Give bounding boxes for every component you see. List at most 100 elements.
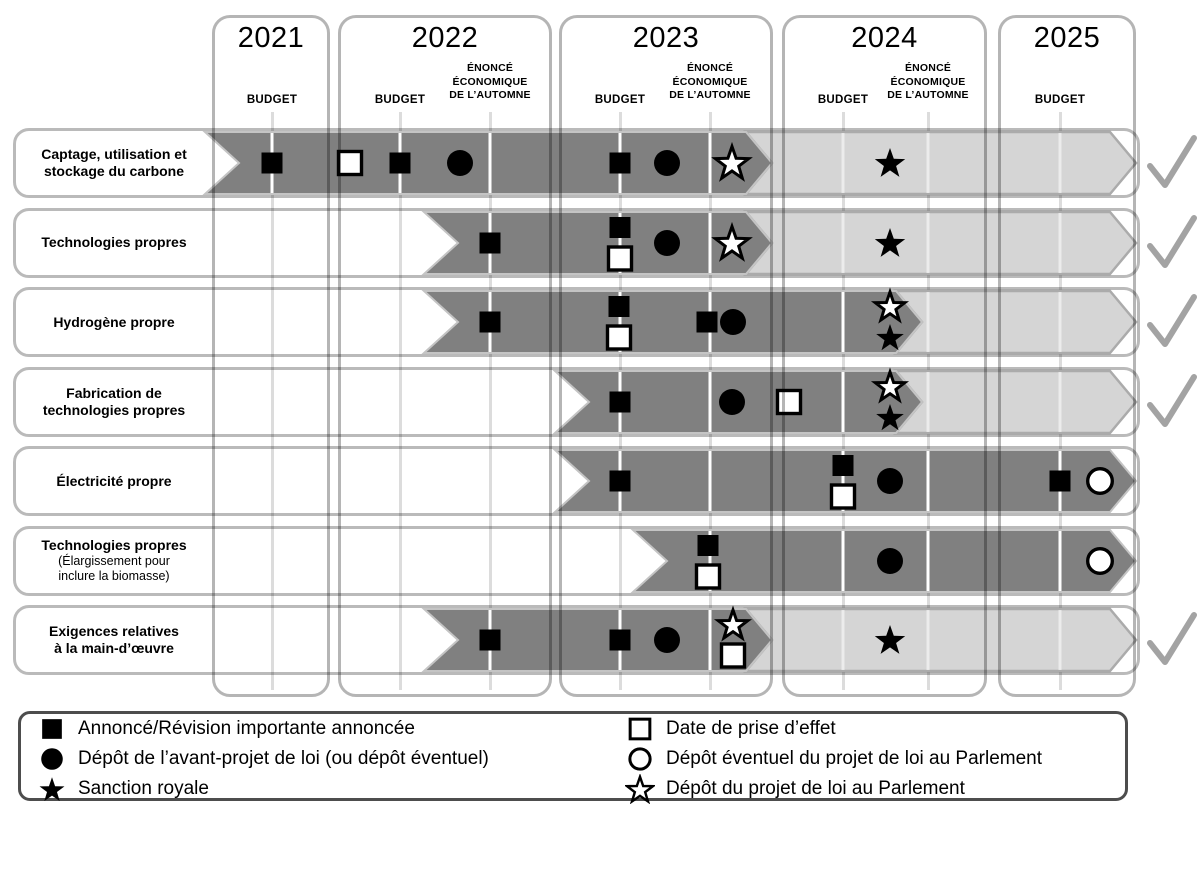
year-label: 2022 — [411, 22, 479, 54]
announced-square-marker — [479, 232, 501, 253]
timeline-arrow-active — [421, 608, 774, 672]
royal-assent-star-marker — [874, 227, 906, 257]
row-sublabel-text: (Élargissement pour inclure la biomasse) — [58, 554, 170, 583]
row-label: Exigences relatives à la main-d’œuvre — [18, 605, 210, 675]
draft-bill-circle-marker — [719, 388, 745, 415]
row-label: Fabrication de technologies propres — [18, 367, 210, 437]
timeline-row — [421, 210, 1197, 275]
announced-square-marker — [389, 152, 411, 174]
legend-label: Sanction royale — [78, 778, 209, 799]
budget-label: BUDGET — [594, 94, 646, 106]
fall-statement-label: ÉNONCÉ ÉCONOMIQUE DE L’AUTOMNE — [449, 62, 531, 101]
row-label: Technologies propres — [18, 208, 210, 278]
star-open-icon — [625, 774, 655, 804]
timeline-arrow-pending — [893, 289, 1138, 355]
announced-square-marker — [609, 216, 631, 238]
circle-icon — [37, 744, 67, 774]
timeline-arrow-pending — [743, 210, 1138, 275]
possible-tabling-open-circle-marker — [1085, 546, 1114, 575]
timeline-row — [552, 366, 1197, 434]
completed-checkmark — [1147, 612, 1197, 665]
bill-tabled-open-star-marker — [713, 605, 753, 642]
legend-column-right: Date de prise d’effet Dépôt éventuel du … — [609, 714, 1042, 804]
row-label: Captage, utilisation et stockage du carb… — [18, 128, 210, 198]
completed-checkmark — [1147, 135, 1197, 188]
royal-assent-star-marker — [876, 403, 904, 430]
legend-label: Annoncé/Révision importante annoncée — [78, 718, 415, 739]
draft-bill-circle-marker — [654, 627, 680, 653]
legend-item: Dépôt du projet de loi au Parlement — [625, 774, 1042, 804]
draft-bill-circle-marker — [654, 150, 680, 176]
effective-date-open-square-marker — [694, 562, 722, 590]
circle-open-icon — [625, 744, 655, 774]
star-icon — [37, 774, 67, 804]
row-label-text: Captage, utilisation et stockage du carb… — [41, 146, 187, 179]
effective-date-open-square-marker — [775, 388, 803, 415]
year-label: 2025 — [1033, 22, 1101, 54]
fall-statement-label: ÉNONCÉ ÉCONOMIQUE DE L’AUTOMNE — [669, 62, 751, 101]
legend-column-left: Annoncé/Révision importante annoncée Dép… — [21, 714, 609, 801]
royal-assent-star-marker — [874, 625, 906, 654]
legend: Annoncé/Révision importante annoncée Dép… — [18, 711, 1128, 804]
completed-checkmark — [1147, 373, 1197, 427]
announced-square-marker — [832, 455, 854, 476]
bill-tabled-open-star-marker — [870, 287, 910, 324]
legend-label: Dépôt du projet de loi au Parlement — [666, 778, 965, 799]
row-label-text: Exigences relatives à la main-d’œuvre — [49, 623, 179, 656]
timeline-arrow-active — [552, 449, 1138, 513]
possible-tabling-open-circle-marker — [1085, 467, 1114, 496]
timeline-row — [552, 449, 1138, 513]
year-label: 2024 — [851, 22, 918, 54]
effective-date-open-square-marker — [606, 244, 634, 272]
timeline-arrow-pending — [893, 369, 1138, 434]
timeline-arrow-pending — [743, 130, 1138, 196]
budget-label: BUDGET — [1034, 94, 1086, 106]
effective-date-open-square-marker — [336, 149, 364, 177]
announced-square-marker — [609, 629, 631, 651]
announced-square-marker — [608, 296, 630, 317]
row-label-text: Hydrogène propre — [53, 313, 175, 330]
legend-item: Dépôt éventuel du projet de loi au Parle… — [625, 744, 1042, 774]
square-icon — [37, 714, 67, 744]
legend-label: Dépôt de l’avant-projet de loi (ou dépôt… — [78, 748, 489, 769]
announced-square-marker — [261, 152, 283, 174]
completed-checkmark — [1147, 294, 1197, 347]
legend-item: Date de prise d’effet — [625, 714, 1042, 744]
timeline-row — [421, 287, 1197, 355]
draft-bill-circle-marker — [447, 150, 473, 176]
legend-item: Annoncé/Révision importante annoncée — [37, 714, 609, 744]
row-label: Technologies propres (Élargissement pour … — [18, 526, 210, 596]
budget-label: BUDGET — [817, 94, 869, 106]
timeline-arrow-pending — [743, 607, 1138, 673]
draft-bill-circle-marker — [877, 468, 903, 494]
announced-square-marker — [609, 152, 631, 174]
announced-square-marker — [479, 629, 501, 651]
legend-label: Date de prise d’effet — [666, 718, 836, 739]
announced-square-marker — [1049, 470, 1071, 492]
draft-bill-circle-marker — [720, 309, 746, 335]
tick-line — [398, 112, 402, 690]
effective-date-open-square-marker — [719, 642, 747, 669]
square-open-icon — [625, 714, 655, 744]
timeline-row — [421, 605, 1197, 673]
announced-square-marker — [609, 470, 631, 492]
row-label-text: Technologies propres — [41, 234, 187, 250]
completed-checkmark — [1147, 214, 1197, 268]
announced-square-marker — [697, 534, 719, 556]
legend-item: Dépôt de l’avant-projet de loi (ou dépôt… — [37, 744, 609, 774]
bill-tabled-open-star-marker — [711, 141, 753, 182]
fall-statement-label: ÉNONCÉ ÉCONOMIQUE DE L’AUTOMNE — [887, 62, 969, 101]
effective-date-open-square-marker — [829, 483, 857, 510]
row-label: Hydrogène propre — [18, 287, 210, 357]
announced-square-marker — [479, 311, 501, 333]
legend-item: Sanction royale — [37, 774, 609, 804]
budget-label: BUDGET — [246, 94, 298, 106]
row-label-text: Électricité propre — [56, 472, 172, 489]
timeline-arrow-active — [421, 290, 924, 354]
tick-line — [488, 112, 492, 690]
announced-square-marker — [696, 311, 718, 333]
bill-tabled-open-star-marker — [870, 366, 910, 404]
timeline-row — [202, 130, 1197, 196]
year-label: 2023 — [632, 22, 700, 54]
